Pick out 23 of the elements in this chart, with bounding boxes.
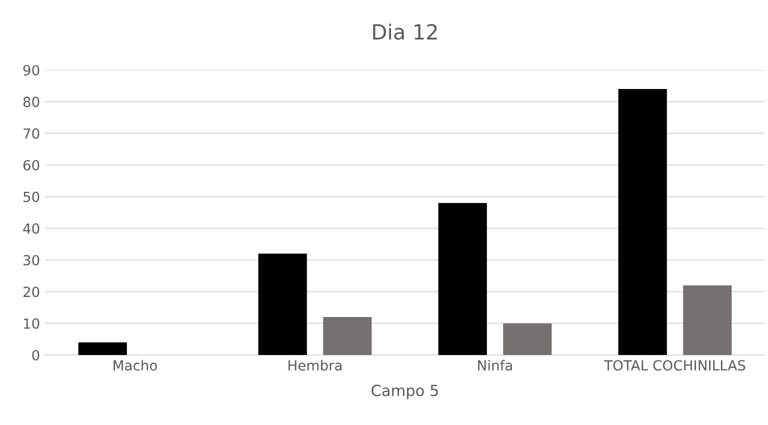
y-tick-label: 0 — [32, 350, 40, 360]
x-tick-label: Ninfa — [478, 360, 512, 371]
y-tick-label: 60 — [23, 160, 40, 170]
bar — [503, 323, 552, 355]
x-tick-label: TOTAL COCHINILLAS — [604, 360, 746, 371]
y-tick-label: 40 — [23, 223, 40, 234]
x-axis-title: Campo 5 — [372, 384, 438, 400]
bar — [78, 342, 127, 355]
bar — [683, 285, 732, 355]
y-tick-label: 70 — [24, 128, 40, 139]
bar — [258, 254, 307, 355]
chart-title: Dia 12 — [373, 24, 437, 40]
y-tick-label: 90 — [23, 64, 40, 76]
y-tick-label: 80 — [23, 96, 40, 108]
x-tick-label: Macho — [114, 360, 157, 371]
x-tick-label: Hembra — [288, 360, 342, 371]
y-tick-label: 10 — [24, 318, 40, 329]
bar — [323, 317, 372, 355]
bar — [618, 89, 667, 355]
y-tick-label: 30 — [24, 254, 40, 266]
bar — [438, 203, 487, 355]
y-tick-label: 50 — [24, 192, 40, 202]
y-tick-label: 20 — [23, 286, 40, 298]
